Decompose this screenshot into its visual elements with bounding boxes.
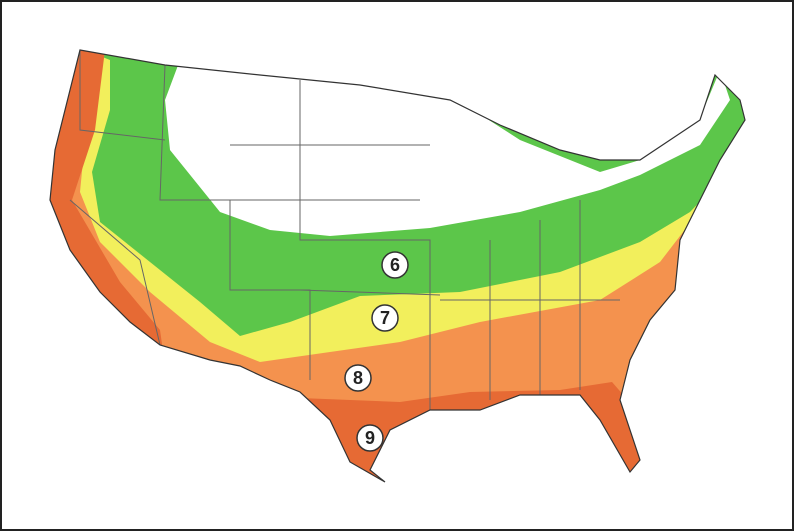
zone-badge	[356, 424, 384, 452]
zone-label: 8	[353, 368, 363, 388]
zone-5-area	[165, 60, 730, 236]
zone-label: 9	[365, 428, 375, 448]
zone-badge	[344, 364, 372, 392]
zone-badge	[381, 251, 409, 279]
us-outline	[49, 49, 746, 483]
zone-badge	[371, 304, 399, 332]
state-lines	[69, 50, 620, 410]
zone-labels: 6 7 8 9	[344, 251, 409, 452]
zone-label: 6	[390, 255, 400, 275]
zone-label: 7	[380, 308, 390, 328]
